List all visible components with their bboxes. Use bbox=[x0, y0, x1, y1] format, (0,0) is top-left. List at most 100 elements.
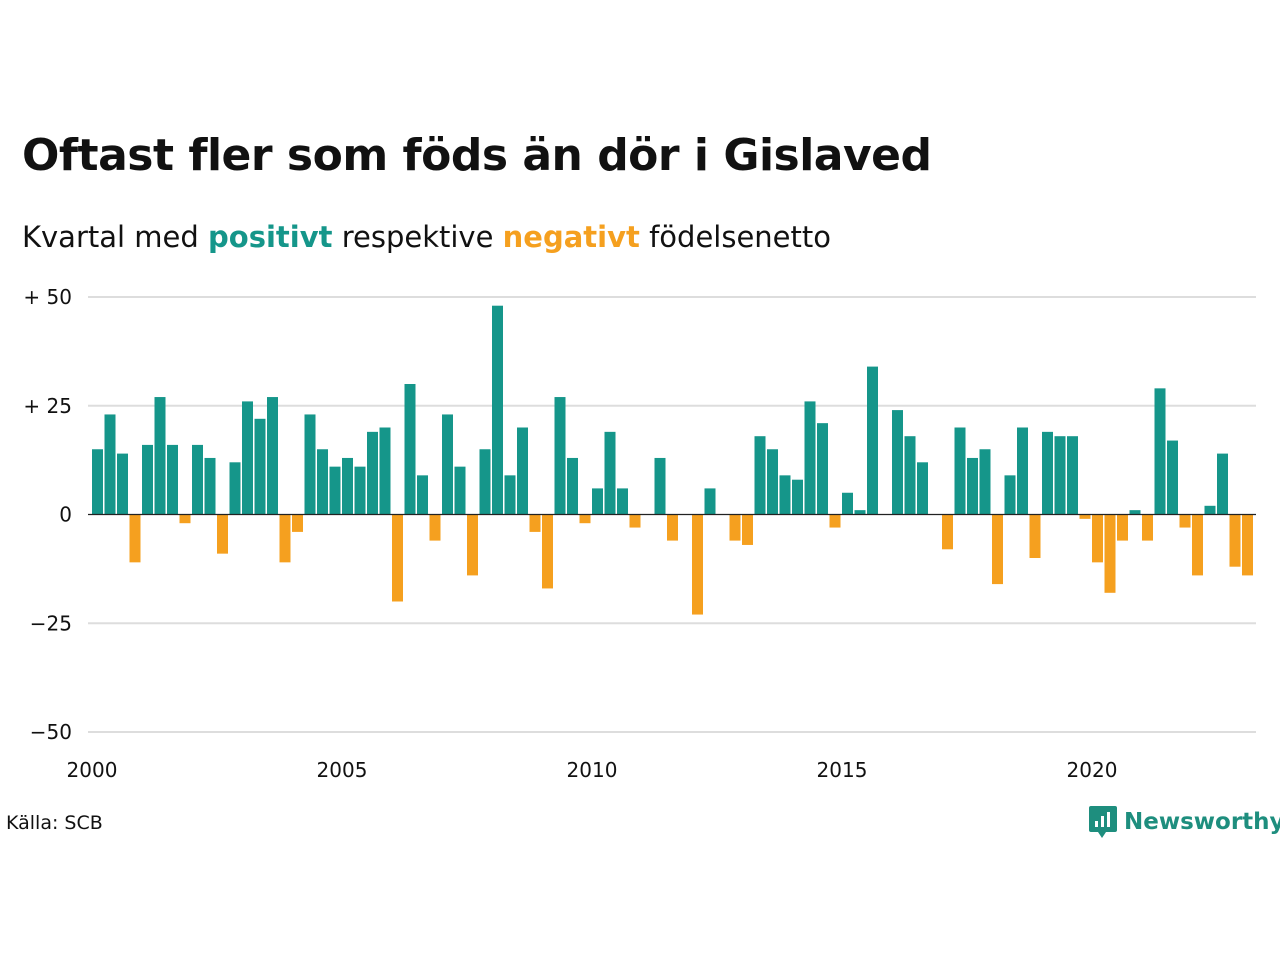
bar bbox=[729, 514, 741, 541]
bar bbox=[167, 444, 178, 515]
bar bbox=[517, 427, 528, 515]
bar bbox=[129, 514, 141, 563]
bars bbox=[92, 305, 1253, 615]
bar bbox=[417, 475, 428, 515]
bar bbox=[967, 457, 978, 515]
bar bbox=[542, 514, 553, 589]
bar bbox=[1229, 514, 1241, 567]
bar bbox=[429, 514, 441, 541]
bar bbox=[592, 488, 603, 515]
bar bbox=[867, 366, 878, 515]
bar bbox=[654, 457, 666, 515]
bar bbox=[579, 514, 591, 524]
bar bbox=[1029, 514, 1041, 558]
bar bbox=[354, 466, 366, 515]
bar bbox=[567, 457, 578, 515]
bar bbox=[279, 514, 291, 563]
bar bbox=[154, 397, 166, 515]
bar bbox=[104, 414, 116, 515]
bar bbox=[1079, 514, 1091, 519]
bar bbox=[1142, 514, 1153, 541]
bar bbox=[267, 397, 278, 515]
bar bbox=[1179, 514, 1191, 528]
bar bbox=[1242, 514, 1253, 576]
bar bbox=[242, 401, 253, 515]
source-note: Källa: SCB bbox=[6, 812, 103, 834]
newsworthy-logo-icon bbox=[1089, 806, 1117, 838]
bar bbox=[342, 457, 353, 515]
y-tick-label: + 50 bbox=[23, 285, 72, 309]
bar bbox=[529, 514, 541, 532]
bar bbox=[629, 514, 641, 528]
bar bbox=[942, 514, 953, 550]
bar bbox=[292, 514, 303, 532]
bar bbox=[229, 462, 241, 515]
bar bbox=[1167, 440, 1178, 515]
bar bbox=[192, 444, 203, 515]
bar bbox=[667, 514, 678, 541]
y-tick-label: −50 bbox=[30, 720, 72, 744]
bar bbox=[142, 444, 153, 515]
bar bbox=[467, 514, 478, 576]
x-tick-label: 2020 bbox=[1067, 758, 1118, 782]
bar bbox=[1117, 514, 1128, 541]
bar bbox=[617, 488, 628, 515]
bar bbox=[1154, 388, 1166, 515]
bar bbox=[692, 514, 703, 615]
bar bbox=[204, 457, 216, 515]
chart-title: Oftast fler som föds än dör i Gislaved bbox=[22, 130, 932, 181]
axes: + 50 + 25 0 −25 −50 2000 2005 2010 2015 2020 bbox=[23, 285, 1256, 782]
bar bbox=[404, 384, 416, 515]
bar bbox=[804, 401, 816, 515]
bar bbox=[1204, 505, 1216, 515]
y-tick-label: + 25 bbox=[23, 394, 72, 418]
x-tick-label: 2000 bbox=[67, 758, 118, 782]
bar bbox=[754, 436, 766, 515]
bar bbox=[992, 514, 1003, 585]
bar bbox=[1192, 514, 1203, 576]
subtitle-middle: respektive bbox=[341, 220, 494, 254]
bar bbox=[379, 427, 391, 515]
bar bbox=[1104, 514, 1116, 593]
bar bbox=[1129, 510, 1141, 515]
bar bbox=[792, 479, 803, 515]
bar bbox=[954, 427, 966, 515]
bar bbox=[392, 514, 403, 602]
bar bbox=[317, 449, 328, 515]
bar bbox=[892, 410, 903, 515]
bar bbox=[704, 488, 716, 515]
bar bbox=[604, 431, 616, 515]
x-tick-label: 2010 bbox=[567, 758, 618, 782]
bar bbox=[304, 414, 316, 515]
bar bbox=[1017, 427, 1028, 515]
bar bbox=[92, 449, 103, 515]
bar bbox=[1092, 514, 1103, 563]
bar bbox=[917, 462, 928, 515]
subtitle-suffix: födelsenetto bbox=[649, 220, 831, 254]
bar bbox=[442, 414, 453, 515]
bar bbox=[554, 397, 566, 515]
bar-chart: + 50 + 25 0 −25 −50 2000 2005 2010 2015 2020 bbox=[23, 285, 1256, 782]
y-tick-label: 0 bbox=[59, 503, 72, 527]
bar bbox=[829, 514, 841, 528]
bar bbox=[979, 449, 991, 515]
subtitle-positive-word: positivt bbox=[208, 220, 333, 254]
bar bbox=[742, 514, 753, 545]
chart-subtitle: Kvartal med positivt respektive negativt… bbox=[22, 220, 831, 254]
y-tick-label: −25 bbox=[30, 611, 72, 635]
bar bbox=[329, 466, 341, 515]
bar bbox=[779, 475, 791, 515]
bar bbox=[854, 510, 866, 515]
bar bbox=[767, 449, 778, 515]
x-tick-label: 2005 bbox=[317, 758, 368, 782]
bar bbox=[1004, 475, 1016, 515]
brand-logo: Newsworthy bbox=[1088, 804, 1280, 840]
bar bbox=[479, 449, 491, 515]
bar bbox=[1067, 436, 1078, 515]
bar bbox=[842, 492, 853, 515]
bar bbox=[454, 466, 466, 515]
bar bbox=[904, 436, 916, 515]
bar bbox=[1042, 431, 1053, 515]
bar bbox=[179, 514, 191, 524]
x-tick-label: 2015 bbox=[817, 758, 868, 782]
